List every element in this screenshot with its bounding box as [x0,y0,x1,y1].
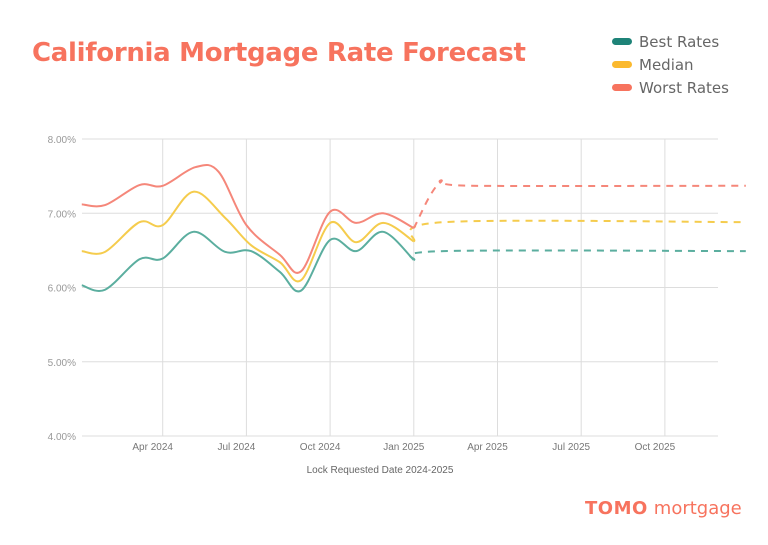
series-line-2 [81,163,415,274]
forecast-line-1 [408,219,746,243]
legend: Best Rates Median Worst Rates [612,30,729,99]
y-tick-label: 7.00% [48,209,76,220]
legend-label: Best Rates [639,32,720,51]
legend-label: Median [639,55,694,74]
x-axis-label: Lock Requested Date 2024-2025 [307,465,454,476]
legend-swatch [612,61,632,68]
x-tick-label: Oct 2024 [300,442,341,453]
tomo-logo: TOMO mortgage [585,498,742,519]
x-tick-label: Oct 2025 [635,442,676,453]
legend-item-worst: Worst Rates [612,76,729,99]
legend-swatch [612,84,632,91]
legend-label: Worst Rates [639,78,729,97]
y-tick-label: 5.00% [48,358,76,369]
legend-item-best: Best Rates [612,30,729,53]
logo-wordmark: TOMO [585,498,648,519]
logo-text: mortgage [653,498,742,519]
y-tick-label: 4.00% [48,432,76,443]
x-tick-label: Apr 2025 [467,442,508,453]
legend-item-median: Median [612,53,729,76]
forecast-line-2 [412,179,746,229]
legend-swatch [612,38,632,45]
y-tick-label: 8.00% [48,135,76,146]
x-tick-label: Apr 2024 [132,442,173,453]
series-line-0 [81,230,415,293]
x-tick-label: Jul 2025 [552,442,590,453]
forecast-line-0 [408,249,746,261]
x-tick-label: Jul 2024 [217,442,255,453]
chart-title: California Mortgage Rate Forecast [32,38,526,68]
y-tick-label: 6.00% [48,284,76,295]
x-tick-label: Jan 2025 [383,442,425,453]
series-line-1 [81,190,415,283]
